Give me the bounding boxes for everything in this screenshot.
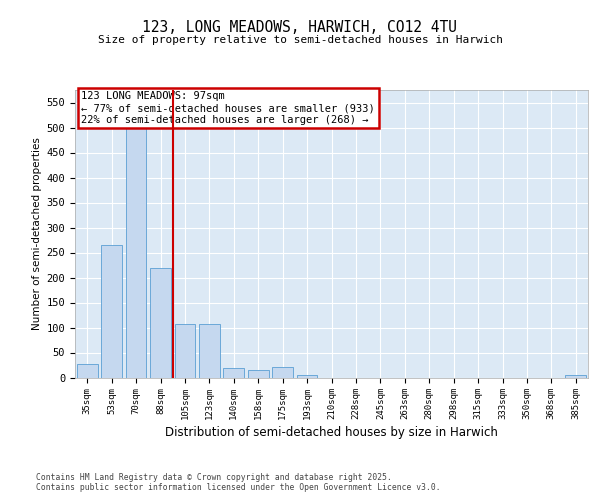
Text: Contains HM Land Registry data © Crown copyright and database right 2025.: Contains HM Land Registry data © Crown c… [36,472,392,482]
Bar [248,370,269,378]
Bar [223,368,244,378]
X-axis label: Distribution of semi-detached houses by size in Harwich: Distribution of semi-detached houses by … [165,426,498,440]
Bar [150,268,171,378]
Bar [199,324,220,378]
Bar [125,125,146,378]
Text: 123 LONG MEADOWS: 97sqm
← 77% of semi-detached houses are smaller (933)
22% of s: 123 LONG MEADOWS: 97sqm ← 77% of semi-de… [81,92,375,124]
Bar [175,324,196,378]
Bar [296,375,317,378]
Bar [101,245,122,378]
Text: Size of property relative to semi-detached houses in Harwich: Size of property relative to semi-detach… [97,35,503,45]
Bar [77,364,98,378]
Text: 123, LONG MEADOWS, HARWICH, CO12 4TU: 123, LONG MEADOWS, HARWICH, CO12 4TU [143,20,458,35]
Text: Contains public sector information licensed under the Open Government Licence v3: Contains public sector information licen… [36,484,440,492]
Y-axis label: Number of semi-detached properties: Number of semi-detached properties [32,138,43,330]
Bar [565,375,586,378]
Bar [272,366,293,378]
